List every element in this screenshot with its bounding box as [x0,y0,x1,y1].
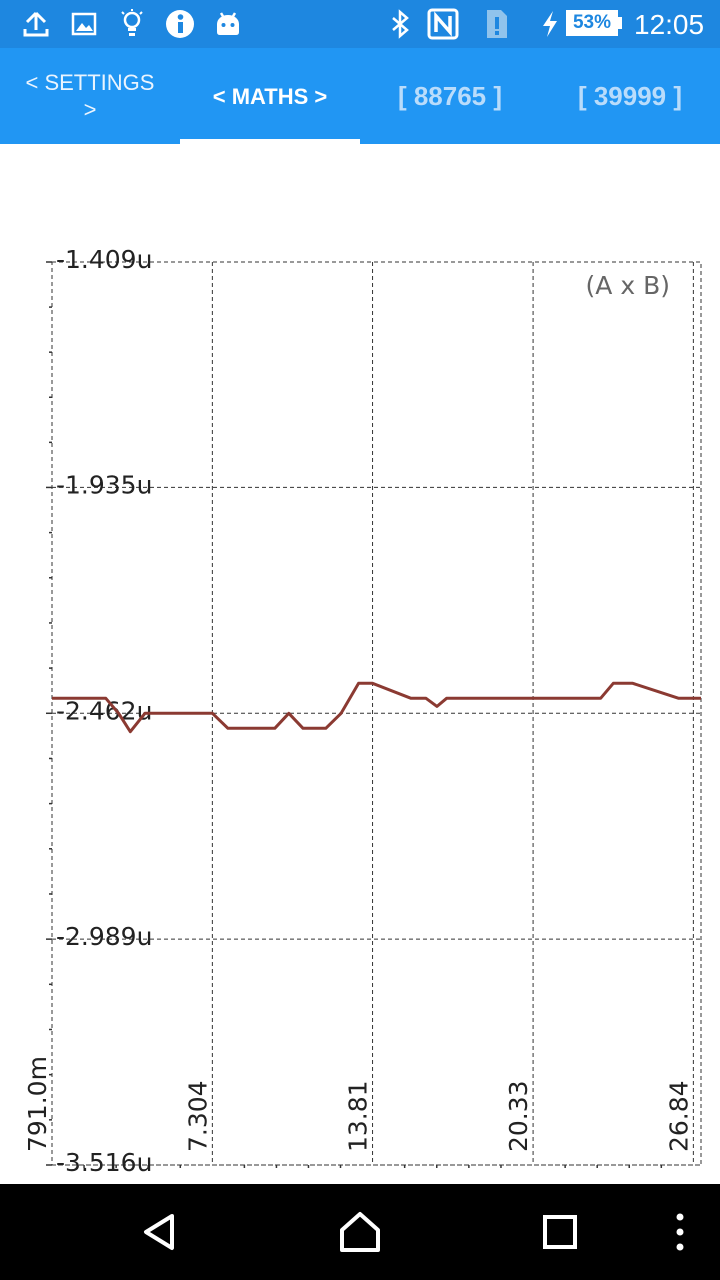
tab-maths-label: < MATHS > [212,83,328,109]
x-tick-label: 26.84 [664,1080,693,1152]
back-button[interactable] [136,1208,184,1256]
active-tab-indicator [180,139,360,144]
tab-39999[interactable]: [ 39999 ] [540,48,720,144]
tab-88765[interactable]: [ 88765 ] [360,48,540,144]
back-icon [144,1214,174,1250]
tab-39999-label: [ 39999 ] [577,80,683,111]
x-tick-label: 20.33 [504,1080,533,1152]
battery-nub [618,17,622,29]
chart-label: (A x B) [586,271,670,300]
y-tick-label: -2.462u [56,696,152,725]
series-line [52,681,701,734]
recents-icon [543,1215,577,1249]
tab-settings-label: < SETTINGS > [25,70,155,122]
tab-bar: < SETTINGS > < MATHS > [ 88765 ] [ 39999… [0,48,720,144]
navigation-bar [0,1184,720,1280]
status-bar: 53% 12:05 [0,0,720,48]
tab-88765-label: [ 88765 ] [397,80,503,111]
y-tick-label: -2.989u [56,922,152,951]
tab-maths[interactable]: < MATHS > [180,48,360,144]
y-tick-label: -1.409u [56,245,152,274]
sim-alert-icon [484,8,510,40]
android-icon [214,8,242,40]
y-tick-label: -1.935u [56,470,152,499]
x-tick-label: 13.81 [344,1080,373,1152]
x-tick-label: 7.304 [183,1080,212,1152]
nfc-icon [426,8,460,40]
info-icon [164,8,196,40]
home-button[interactable] [336,1208,384,1256]
clock: 12:05 [634,9,705,40]
line-chart: -1.409u -1.935u -2.462u -2.989u -3.516u791.0… [23,245,702,1177]
upload-icon [20,8,52,40]
tab-settings[interactable]: < SETTINGS > [0,48,180,144]
bluetooth-icon [388,8,414,40]
recents-button[interactable] [536,1208,584,1256]
image-icon [70,8,98,40]
more-options-button[interactable] [656,1208,704,1256]
battery-percent: 53% [566,10,618,36]
lightbulb-icon [118,8,146,40]
chart-area[interactable]: -1.409u -1.935u -2.462u -2.989u -3.516u 791.0… [0,144,720,1184]
home-icon [340,1212,380,1252]
more-options-icon [676,1213,684,1251]
y-tick-label: -3.516u [56,1148,152,1177]
charging-icon [540,8,560,40]
x-tick-label: 791.0m [23,1056,52,1152]
